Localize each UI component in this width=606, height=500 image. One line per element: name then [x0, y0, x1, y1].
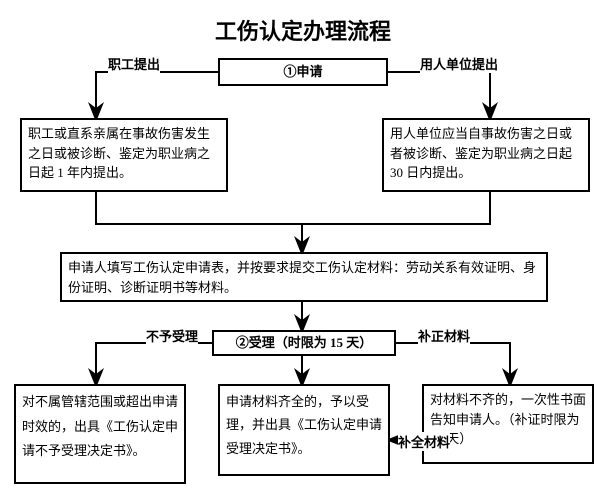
- label-supp-2: 补全材料: [398, 432, 450, 451]
- node-emp-left: 职工或直系亲属在事故伤害发生之日或被诊断、鉴定为职业病之日起 1 年内提出。: [20, 118, 228, 192]
- node-text: 职工或直系亲属在事故伤害发生之日或被诊断、鉴定为职业病之日起 1 年内提出。: [28, 126, 210, 180]
- node-ok: 申请材料齐全的，予以受理，并出具《工伤认定申请受理决定书》。: [218, 384, 390, 476]
- node-emp-right: 用人单位应当自事故伤害之日或者被诊断、鉴定为职业病之日起 30 日内提出。: [382, 118, 590, 192]
- node-text: 申请人填写工伤认定申请表，并按要求提交工伤认定材料：劳动关系有效证明、身份证明、…: [68, 260, 536, 295]
- node-text: ②受理（时限为 15 天）: [236, 333, 373, 353]
- node-accept: ②受理（时限为 15 天）: [212, 330, 396, 356]
- node-supp: 对材料不齐的，一次性书面告知申请人。（补证时限为 15 天）: [422, 384, 594, 464]
- node-apply: ①申请: [218, 58, 388, 86]
- label-emp-left: 职工提出: [108, 54, 160, 73]
- node-text: 用人单位应当自事故伤害之日或者被诊断、鉴定为职业病之日起 30 日内提出。: [390, 126, 572, 180]
- node-text: 对材料不齐的，一次性书面告知申请人。（补证时限为 15 天）: [430, 392, 586, 446]
- page-title: 工伤认定办理流程: [0, 14, 606, 46]
- label-supp: 补正材料: [418, 326, 470, 345]
- node-text: ①申请: [283, 62, 322, 82]
- label-emp-right: 用人单位提出: [420, 54, 498, 73]
- node-form: 申请人填写工伤认定申请表，并按要求提交工伤认定材料：劳动关系有效证明、身份证明、…: [60, 252, 548, 302]
- label-no-accept: 不予受理: [146, 326, 198, 345]
- node-text: 对不属管辖范围或超出申请时效的，出具《工伤认定申请不予受理决定书》。: [22, 394, 178, 458]
- node-reject: 对不属管辖范围或超出申请时效的，出具《工伤认定申请不予受理决定书》。: [14, 384, 186, 484]
- node-text: 申请材料齐全的，予以受理，并出具《工伤认定申请受理决定书》。: [226, 394, 382, 456]
